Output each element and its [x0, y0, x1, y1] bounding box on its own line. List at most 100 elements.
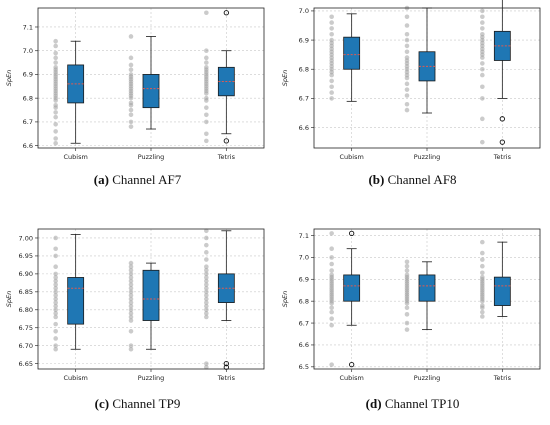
data-point — [53, 314, 58, 320]
data-point — [128, 271, 134, 277]
caption-af7-text: Channel AF7 — [108, 172, 182, 187]
data-point — [404, 263, 410, 269]
data-point — [128, 307, 134, 313]
y-tick-label: 6.65 — [19, 360, 33, 368]
data-point — [404, 312, 410, 317]
boxplot-af7: 6.6 6.7 6.8 6.9 7.0 7.1 SpEn Cubism Puzzling Tetr… — [5, 7, 265, 161]
box-cubism — [343, 36, 361, 70]
data-point — [480, 303, 485, 308]
data-point — [204, 285, 209, 291]
caption-tp9: (c) Channel TP9 — [0, 396, 275, 412]
data-point — [480, 263, 485, 269]
data-point — [329, 37, 334, 43]
chart-panel-tp9: 6.65 6.70 6.75 6.80 6.85 6.90 6.95 7.00 SpEn Cubi… — [2, 223, 270, 382]
data-point — [53, 60, 58, 65]
x-tick-label: Cubism — [64, 374, 88, 382]
data-point — [128, 293, 134, 298]
caption-tp9-letter: (c) — [94, 396, 110, 411]
data-point — [128, 112, 134, 118]
y-tick-label: 7.1 — [299, 232, 309, 240]
y-tick-label: 6.7 — [23, 118, 33, 126]
data-point — [204, 314, 209, 320]
data-point — [128, 278, 134, 284]
y-axis-label: SpEn — [5, 291, 13, 307]
data-point — [204, 300, 209, 305]
data-point — [53, 110, 58, 115]
data-point — [204, 311, 209, 316]
y-tick-label: 6.9 — [299, 276, 309, 284]
data-point — [204, 119, 209, 125]
y-tick-label: 7.1 — [23, 23, 33, 31]
y-tick-label: 6.90 — [19, 270, 33, 278]
caption-tp10-letter: (d) — [365, 396, 382, 411]
y-tick-label: 6.75 — [19, 324, 33, 332]
data-point — [480, 84, 485, 90]
data-point — [480, 239, 485, 245]
y-tick-label: 6.9 — [23, 71, 33, 79]
data-point — [128, 260, 134, 266]
data-point — [204, 138, 209, 144]
data-point — [128, 329, 134, 334]
outlier-point — [349, 230, 355, 237]
data-point — [329, 305, 334, 311]
data-point — [480, 66, 485, 72]
data-point — [128, 72, 134, 77]
data-point — [204, 278, 209, 284]
box-cubism — [343, 274, 361, 302]
data-point — [404, 55, 410, 60]
data-point — [204, 242, 209, 248]
caption-tp9-text: Channel TP9 — [109, 396, 181, 411]
x-tick-label: Tetris — [493, 374, 512, 382]
data-point — [204, 105, 209, 110]
outlier-point — [223, 138, 229, 144]
data-point — [329, 316, 334, 321]
data-point — [204, 10, 209, 16]
data-point — [480, 14, 485, 20]
data-point — [329, 90, 334, 95]
y-tick-label: 6.7 — [299, 319, 309, 327]
y-tick-label: 6.9 — [299, 36, 309, 44]
box-puzzling — [142, 269, 160, 321]
x-tick-label: Puzzling — [138, 374, 165, 382]
data-point — [329, 20, 334, 25]
data-point — [480, 26, 485, 31]
data-point — [53, 285, 58, 291]
data-point — [329, 309, 334, 315]
data-point — [53, 38, 58, 44]
data-point — [329, 261, 334, 267]
y-axis-label: SpEn — [281, 291, 289, 307]
box-puzzling — [418, 274, 436, 302]
y-tick-label: 6.6 — [23, 142, 33, 150]
data-point — [53, 114, 58, 120]
y-tick-label: 7.0 — [299, 254, 309, 262]
data-point — [53, 129, 58, 134]
caption-af8-letter: (b) — [368, 172, 385, 187]
data-point — [404, 31, 410, 37]
outlier-point — [499, 139, 505, 145]
data-point — [329, 246, 334, 251]
outlier-point — [499, 116, 505, 122]
y-tick-label: 6.70 — [19, 342, 33, 350]
data-point — [329, 31, 334, 37]
y-tick-label: 6.5 — [299, 363, 309, 371]
data-point — [204, 275, 209, 280]
data-point — [128, 296, 134, 302]
caption-tp10: (d) Channel TP10 — [275, 396, 550, 412]
data-point — [329, 78, 334, 84]
data-point — [128, 267, 134, 273]
y-tick-label: 6.8 — [299, 297, 309, 305]
y-tick-label: 6.8 — [299, 66, 309, 74]
data-point — [404, 305, 410, 311]
data-point — [404, 81, 410, 87]
caption-af7-letter: (a) — [93, 172, 109, 187]
data-point — [128, 346, 134, 352]
data-point — [53, 271, 58, 277]
data-point — [329, 322, 334, 328]
data-point — [480, 309, 485, 315]
data-point — [480, 257, 485, 262]
data-point — [128, 314, 134, 320]
outlier-point — [223, 360, 229, 367]
data-point — [329, 14, 334, 20]
data-point — [204, 48, 209, 54]
x-tick-label: Tetris — [217, 374, 236, 382]
